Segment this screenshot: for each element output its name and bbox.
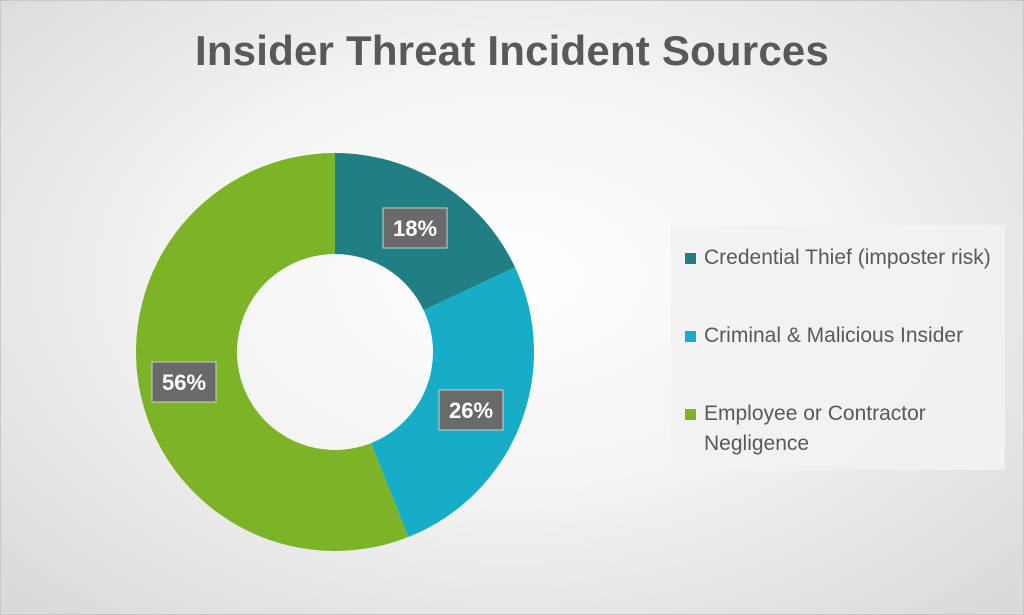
data-label-credential-thief: 18% — [382, 207, 448, 249]
legend: Credential Thief (imposter risk) Crimina… — [671, 225, 1005, 470]
legend-label-criminal-malicious-insider: Criminal & Malicious Insider — [704, 324, 964, 347]
data-label-text-credential-thief: 18% — [393, 216, 437, 241]
data-label-text-criminal-malicious-insider: 26% — [449, 398, 493, 423]
slice-employee-negligence — [135, 153, 409, 551]
donut-slices — [135, 153, 535, 551]
data-label-box-credential-thief — [382, 207, 448, 249]
chart-title: Insider Threat Incident Sources — [194, 27, 830, 74]
legend-label-employee-negligence: Employee or Contractor Negligence — [704, 402, 926, 455]
legend-swatch-criminal-malicious-insider — [685, 331, 696, 342]
data-label-criminal-malicious-insider: 26% — [438, 389, 504, 431]
legend-label-credential-thief: Credential Thief (imposter risk) — [704, 246, 991, 269]
legend-swatch-credential-thief — [685, 253, 696, 264]
legend-item-employee-negligence: Employee or Contractor Negligence — [685, 399, 1001, 459]
data-label-box-employee-negligence — [151, 361, 217, 403]
data-label-text-employee-negligence: 56% — [162, 370, 206, 395]
legend-item-credential-thief: Credential Thief (imposter risk) — [685, 243, 1001, 273]
data-labels: 18% 26% 56% — [151, 207, 504, 431]
data-label-employee-negligence: 56% — [151, 361, 217, 403]
data-label-box-criminal-malicious-insider — [438, 389, 504, 431]
legend-swatch-employee-negligence — [685, 409, 696, 420]
legend-item-criminal-malicious-insider: Criminal & Malicious Insider — [685, 321, 1001, 351]
